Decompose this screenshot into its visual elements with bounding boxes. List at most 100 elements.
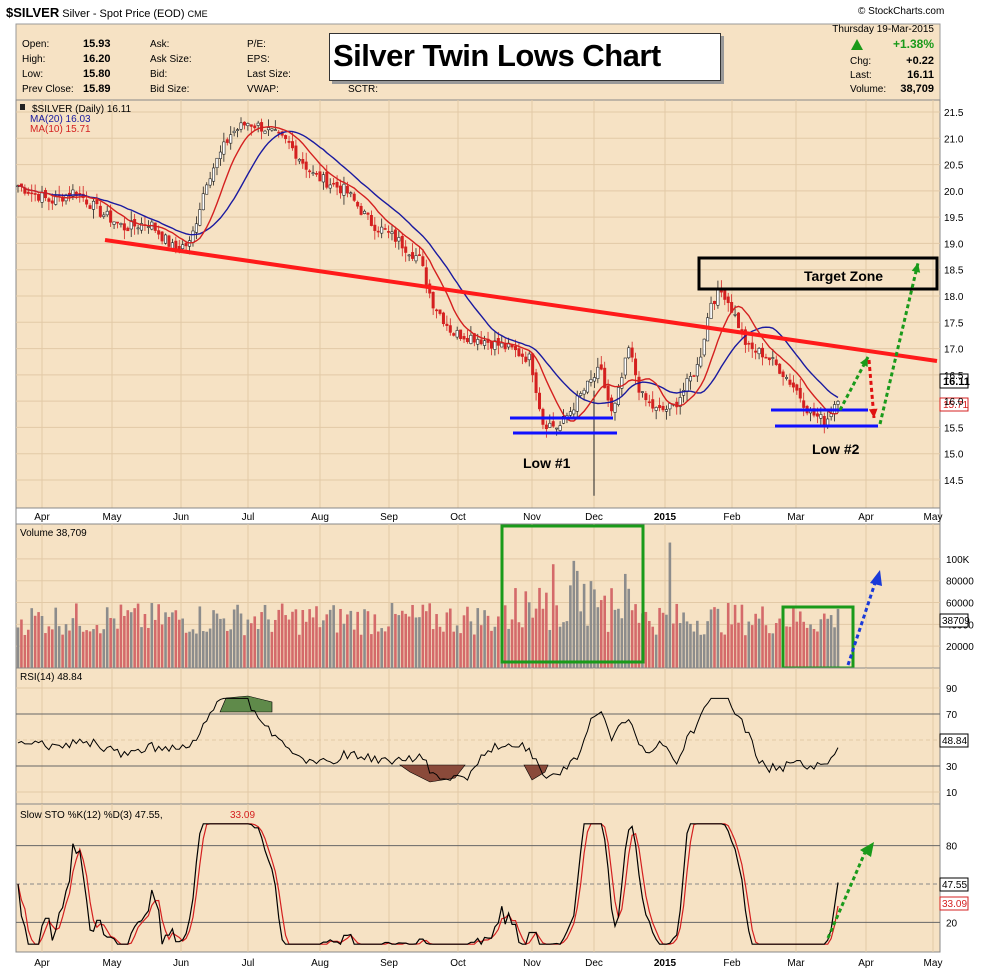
x-tick-label: 2015 (654, 958, 677, 969)
volume-bar (792, 605, 795, 668)
price-candle-body (236, 129, 240, 131)
volume-bar (469, 621, 473, 668)
stat-label: Last Size: (247, 69, 291, 80)
stat-label: Chg: (850, 56, 871, 67)
price-tick-label: 17.5 (944, 318, 964, 329)
price-candle-body (212, 167, 216, 182)
volume-bar (157, 604, 160, 668)
volume-bar (191, 629, 195, 668)
volume-bar (68, 630, 71, 668)
price-candle-body (380, 226, 384, 234)
price-candle-body (774, 359, 778, 365)
price-candle-body (688, 376, 692, 382)
volume-bar (579, 611, 582, 668)
price-candle-body (263, 130, 267, 134)
price-candle-body (685, 378, 689, 393)
price-candle-body (205, 184, 209, 195)
volume-bar (349, 610, 353, 668)
price-candle-body (606, 385, 610, 401)
volume-bar (267, 619, 270, 668)
volume-bar (177, 619, 181, 668)
volume-bar (280, 603, 284, 668)
volume-bar (147, 627, 150, 668)
price-candle-body (785, 377, 789, 379)
overlay-title-box (329, 33, 721, 81)
volume-bar (366, 611, 370, 668)
volume-bar (20, 619, 23, 668)
price-candle-body (761, 347, 765, 358)
volume-bar (730, 624, 733, 668)
volume-bar (486, 615, 490, 668)
ma10-line (17, 125, 839, 422)
price-candle-body (771, 357, 775, 359)
stat-label: VWAP: (247, 84, 279, 95)
price-candle-body (85, 199, 89, 205)
volume-bar (569, 585, 572, 668)
price-tick-label: 15.0 (944, 450, 964, 461)
volume-bar (685, 621, 689, 668)
volume-tick-label: 100K (946, 555, 970, 566)
volume-bar (33, 615, 37, 668)
stat-value: 38,709 (900, 83, 934, 95)
price-candle-body (249, 124, 253, 127)
price-candle-body (555, 427, 559, 430)
volume-bar (785, 626, 788, 668)
volume-bar (171, 612, 174, 668)
volume-bar (466, 606, 469, 668)
volume-bar (298, 634, 301, 668)
stat-label: Bid Size: (150, 84, 189, 95)
x-tick-label: 2015 (654, 512, 677, 523)
volume-bar (318, 627, 322, 668)
rsi-legend: RSI(14) 48.84 (20, 672, 83, 683)
price-candle-body (112, 221, 116, 225)
x-tick-label: Apr (34, 512, 50, 523)
price-candle-body (726, 296, 730, 304)
volume-bar (634, 604, 637, 668)
volume-bar (301, 610, 305, 668)
price-candle-body (208, 178, 212, 186)
volume-bar (174, 610, 178, 668)
volume-bar (692, 631, 696, 668)
x-tick-label: Jul (242, 958, 255, 969)
price-candle-body (510, 344, 514, 348)
price-candle-body (26, 191, 30, 194)
volume-bar (270, 631, 274, 668)
sto-k-label: 47.55 (942, 880, 967, 891)
price-candle-body (122, 223, 126, 231)
rsi-tick-label: 70 (946, 710, 958, 721)
volume-bar (99, 633, 102, 668)
price-tick-label: 21.0 (944, 134, 964, 145)
price-candle-body (184, 242, 188, 247)
price-candle-body (33, 193, 37, 195)
price-candle-body (290, 141, 294, 149)
green-arrow-head (860, 842, 874, 857)
low2-label: Low #2 (812, 441, 860, 457)
price-candle-body (246, 123, 250, 127)
price-candle-body (613, 402, 617, 413)
volume-bar (672, 623, 675, 668)
volume-bar (744, 635, 747, 668)
stat-label: Prev Close: (22, 84, 74, 95)
volume-bar (750, 625, 754, 668)
volume-bar (404, 613, 407, 668)
volume-bar (143, 614, 147, 668)
volume-bar (222, 618, 226, 668)
price-candle-body (616, 387, 620, 405)
price-candle-body (157, 230, 161, 235)
volume-bar (359, 634, 363, 668)
volume-bar (545, 592, 548, 668)
volume-bar (558, 626, 562, 668)
volume-bar (133, 608, 136, 668)
price-candle-body (301, 159, 305, 164)
price-candle-body (400, 235, 404, 249)
x-tick-label: Sep (380, 958, 398, 969)
stat-label: EPS: (247, 54, 270, 65)
volume-bar (637, 622, 641, 668)
price-candle-body (503, 343, 507, 350)
volume-bar (370, 634, 373, 668)
x-tick-label: Dec (585, 512, 603, 523)
volume-bar (822, 613, 826, 668)
volume-bar (682, 612, 685, 668)
x-tick-label: May (103, 958, 122, 969)
volume-bar (16, 627, 20, 668)
